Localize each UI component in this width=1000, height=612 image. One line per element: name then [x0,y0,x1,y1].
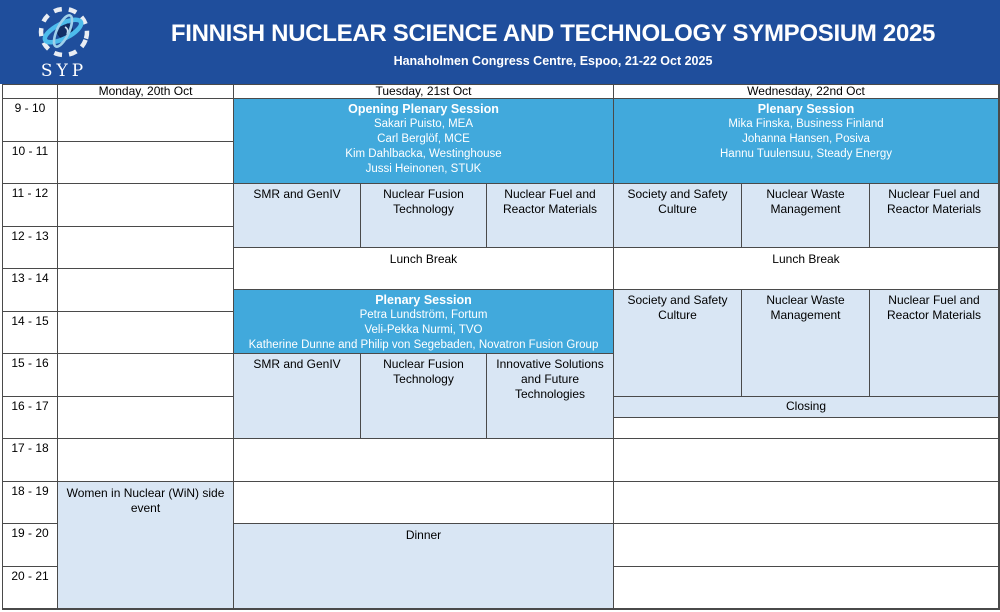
wednesday-afternoon-session-cell: Nuclear Waste Management [742,290,870,397]
session-title: Plenary Session [757,102,855,116]
session-title: Plenary Session [375,293,472,308]
monday-empty-cell [58,226,234,269]
wednesday-morning-session-cell: Nuclear Fuel and Reactor Materials [870,184,999,248]
monday-empty-cell [58,439,234,482]
tuesday-empty-cell [234,481,614,524]
wednesday-lunch-break-cell: Lunch Break [614,247,999,291]
tuesday-afternoon-plenary-cell: Plenary Session Petra Lundström, Fortum … [234,290,614,354]
tuesday-empty-cell [234,439,614,482]
monday-empty-cell [58,141,234,184]
tuesday-opening-plenary-cell: Opening Plenary Session Sakari Puisto, M… [234,99,614,184]
speaker: Hannu Tuulensuu, Steady Energy [720,148,892,160]
syp-logo: SYP [24,4,100,82]
time-slot-label: 11 - 12 [3,184,58,227]
tuesday-morning-session-cell: Nuclear Fuel and Reactor Materials [487,184,614,248]
time-slot-label: 13 - 14 [3,269,58,312]
tuesday-afternoon-session-cell: SMR and GenIV [234,354,361,439]
logo-text: SYP [40,61,88,81]
time-slot-label: 17 - 18 [3,439,58,482]
wednesday-empty-cell [614,439,999,482]
speaker: Kim Dahlbacka, Westinghouse [345,148,502,160]
monday-empty-cell [58,354,234,397]
time-slot-label: 16 - 17 [3,396,58,439]
tuesday-morning-session-cell: Nuclear Fusion Technology [361,184,487,248]
wednesday-empty-cell [614,524,999,567]
corner-header-cell [3,85,58,99]
monday-empty-cell [58,311,234,354]
wednesday-closing-cell: Closing [614,396,999,418]
wednesday-morning-session-cell: Nuclear Waste Management [742,184,870,248]
monday-empty-cell [58,184,234,227]
atom-gear-icon [38,6,90,58]
time-slot-label: 14 - 15 [3,311,58,354]
speaker: Sakari Puisto, MEA [373,118,474,130]
time-slot-label: 10 - 11 [3,141,58,184]
monday-empty-cell [58,269,234,312]
day-header-wednesday: Wednesday, 22nd Oct [614,85,999,99]
tuesday-morning-session-cell: SMR and GenIV [234,184,361,248]
wednesday-empty-cell [614,566,999,609]
wednesday-empty-cell [614,481,999,524]
time-slot-label: 20 - 21 [3,566,58,609]
wednesday-plenary-cell: Plenary Session Mika Finska, Business Fi… [614,99,999,184]
speaker: Jussi Heinonen, STUK [365,163,482,175]
session-title: Opening Plenary Session [348,102,499,116]
time-slot-label: 9 - 10 [3,99,58,142]
monday-win-side-event-cell: Women in Nuclear (WiN) side event [58,481,234,609]
speaker: Veli-Pekka Nurmi, TVO [364,324,483,337]
wednesday-afternoon-session-cell: Nuclear Fuel and Reactor Materials [870,290,999,397]
speaker: Johanna Hansen, Posiva [742,133,870,145]
monday-empty-cell [58,396,234,439]
speaker: Mika Finska, Business Finland [728,118,884,130]
time-slot-label: 15 - 16 [3,354,58,397]
time-slot-label: 19 - 20 [3,524,58,567]
tuesday-lunch-break-cell: Lunch Break [234,247,614,291]
monday-empty-cell [58,99,234,142]
schedule-table: Monday, 20th Oct Tuesday, 21st Oct Wedne… [2,84,1000,610]
day-header-monday: Monday, 20th Oct [58,85,234,99]
time-slot-label: 12 - 13 [3,226,58,269]
header-banner: SYP FINNISH NUCLEAR SCIENCE AND TECHNOLO… [0,0,1000,84]
tuesday-dinner-cell: Dinner [234,524,614,609]
day-header-tuesday: Tuesday, 21st Oct [234,85,614,99]
speaker: Carl Berglöf, MCE [377,133,470,145]
page-subtitle: Hanaholmen Congress Centre, Espoo, 21-22… [393,54,713,68]
tuesday-afternoon-session-cell: Nuclear Fusion Technology [361,354,487,439]
tuesday-afternoon-session-cell: Innovative Solutions and Future Technolo… [487,354,614,439]
speaker: Petra Lundström, Fortum [359,309,488,322]
wednesday-empty-cell [614,417,999,439]
time-slot-label: 18 - 19 [3,481,58,524]
wednesday-morning-session-cell: Society and Safety Culture [614,184,742,248]
speaker: Katherine Dunne and Philip von Segebaden… [248,339,599,352]
page-title: FINNISH NUCLEAR SCIENCE AND TECHNOLOGY S… [170,20,936,47]
wednesday-afternoon-session-cell: Society and Safety Culture [614,290,742,397]
